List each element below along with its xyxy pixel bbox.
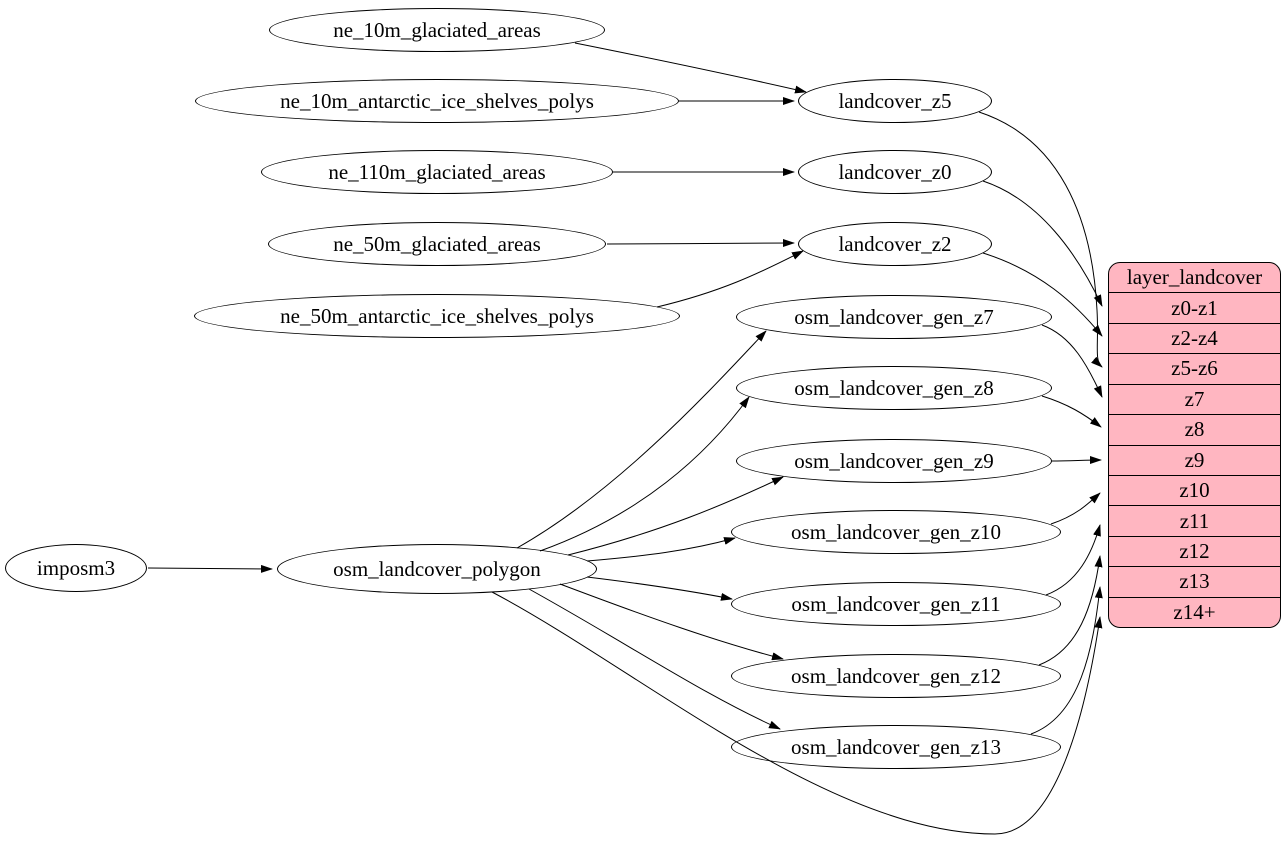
edge-osm-landcover-gen-z9-to-row-z9	[1051, 456, 1102, 465]
edge-osm-landcover-polygon-to-gen-z10	[586, 537, 736, 562]
node-ne-10m-glaciated-areas: ne_10m_glaciated_areas	[269, 8, 605, 52]
record-row-z13: z13	[1109, 566, 1280, 596]
record-row-z12: z12	[1109, 535, 1280, 566]
node-ne-10m-antarctic-ice-shelves-polys: ne_10m_antarctic_ice_shelves_polys	[195, 79, 679, 123]
edge-ne-50m-glaciated-areas-to-landcover-z2	[606, 239, 795, 248]
edge-osm-landcover-polygon-to-row-z14plus	[491, 591, 1103, 835]
edge-osm-landcover-gen-z8-to-row-z8	[1041, 395, 1102, 428]
record-row-z2-z4: z2-z4	[1109, 322, 1280, 353]
edge-landcover-z0-to-row-z0-z1	[982, 180, 1103, 307]
record-row-z9: z9	[1109, 444, 1280, 475]
node-osm-landcover-gen-z9: osm_landcover_gen_z9	[736, 439, 1052, 483]
edge-ne-50m-antarctic-ice-shelves-polys-to-landcover-z2	[656, 250, 804, 308]
node-osm-landcover-polygon: osm_landcover_polygon	[277, 544, 597, 594]
record-row-z10: z10	[1109, 474, 1280, 505]
node-ne-50m-glaciated-areas: ne_50m_glaciated_areas	[268, 222, 606, 266]
edge-imposm3-to-osm-landcover-polygon	[147, 564, 273, 573]
node-osm-landcover-gen-z13: osm_landcover_gen_z13	[731, 725, 1061, 769]
edge-osm-landcover-polygon-to-gen-z7	[516, 330, 767, 549]
record-row-z11: z11	[1109, 505, 1280, 535]
record-row-z5-z6: z5-z6	[1109, 353, 1280, 383]
record-title: layer_landcover	[1126, 265, 1263, 290]
node-osm-landcover-gen-z8: osm_landcover_gen_z8	[736, 366, 1052, 410]
node-landcover-z5: landcover_z5	[798, 79, 992, 123]
record-row-z14plus: z14+	[1109, 596, 1280, 627]
record-row-z7: z7	[1109, 383, 1280, 414]
node-landcover-z2: landcover_z2	[798, 222, 992, 266]
record-layer-landcover: layer_landcover z0-z1 z2-z4 z5-z6 z7 z8 …	[1108, 262, 1281, 628]
node-landcover-z0: landcover_z0	[798, 150, 992, 194]
node-osm-landcover-gen-z10: osm_landcover_gen_z10	[731, 510, 1061, 554]
record-row-z0-z1: z0-z1	[1109, 292, 1280, 322]
node-osm-landcover-gen-z11: osm_landcover_gen_z11	[731, 582, 1061, 626]
node-imposm3: imposm3	[5, 544, 147, 592]
node-ne-50m-antarctic-ice-shelves-polys: ne_50m_antarctic_ice_shelves_polys	[194, 294, 680, 338]
node-osm-landcover-gen-z12: osm_landcover_gen_z12	[731, 654, 1061, 698]
node-ne-110m-glaciated-areas: ne_110m_glaciated_areas	[261, 150, 613, 194]
edge-osm-landcover-polygon-to-gen-z9	[567, 476, 784, 556]
edge-osm-landcover-polygon-to-gen-z8	[539, 396, 750, 552]
edge-osm-landcover-polygon-to-gen-z11	[586, 576, 733, 601]
edge-osm-landcover-gen-z10-to-row-z10	[1050, 492, 1101, 525]
node-osm-landcover-gen-z7: osm_landcover_gen_z7	[736, 295, 1052, 339]
record-row-z8: z8	[1109, 414, 1280, 444]
